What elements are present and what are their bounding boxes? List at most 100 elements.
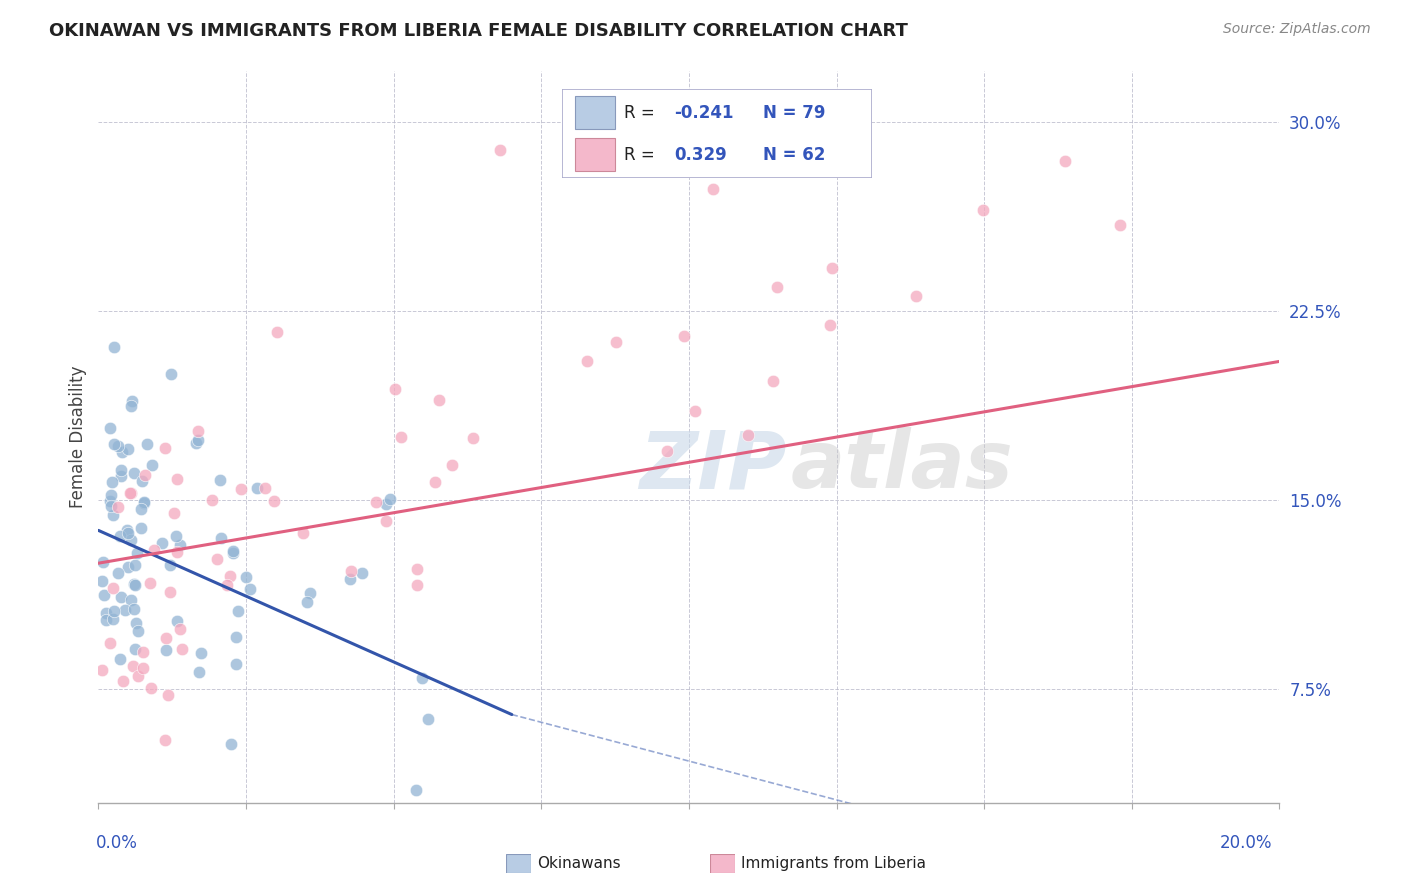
Point: [239, 582, 262, 596]
Point: [299, 586, 322, 600]
Point: [107, 439, 129, 453]
FancyBboxPatch shape: [575, 96, 614, 129]
Point: [121, 659, 143, 673]
Point: [405, 577, 427, 591]
Text: 20.0%: 20.0%: [1220, 834, 1272, 852]
Point: [374, 497, 396, 511]
Point: [378, 492, 401, 507]
Point: [108, 652, 131, 666]
Text: 0.329: 0.329: [673, 145, 727, 164]
Text: Okinawans: Okinawans: [537, 856, 620, 871]
Point: [263, 494, 285, 508]
Point: [131, 475, 153, 489]
Point: [685, 404, 707, 418]
Point: [129, 502, 152, 516]
Point: [103, 604, 125, 618]
Point: [117, 559, 139, 574]
Point: [118, 485, 141, 500]
Point: [228, 604, 250, 618]
Point: [209, 531, 232, 545]
Point: [187, 425, 209, 439]
Point: [127, 624, 149, 639]
Point: [136, 437, 159, 451]
Point: [122, 602, 145, 616]
Point: [101, 508, 124, 523]
Point: [108, 529, 131, 543]
Text: Immigrants from Liberia: Immigrants from Liberia: [741, 856, 927, 871]
Point: [166, 472, 188, 486]
Point: [170, 641, 193, 656]
Point: [103, 340, 125, 354]
FancyBboxPatch shape: [562, 89, 872, 178]
Point: [605, 334, 627, 349]
Text: Source: ZipAtlas.com: Source: ZipAtlas.com: [1223, 22, 1371, 37]
Point: [350, 566, 373, 580]
Point: [201, 492, 224, 507]
Text: N = 79: N = 79: [763, 103, 825, 122]
Point: [90, 663, 112, 677]
Point: [406, 562, 429, 576]
Point: [100, 493, 122, 508]
Point: [124, 558, 146, 573]
Point: [100, 488, 122, 502]
Point: [820, 260, 842, 275]
Point: [91, 574, 114, 589]
Point: [576, 353, 599, 368]
Point: [103, 437, 125, 451]
Point: [184, 435, 207, 450]
Point: [117, 526, 139, 541]
Point: [125, 546, 148, 560]
Point: [209, 473, 232, 487]
Point: [423, 475, 446, 489]
Point: [187, 433, 209, 447]
Point: [153, 442, 176, 456]
Point: [1054, 153, 1077, 168]
Point: [121, 533, 143, 547]
Point: [129, 521, 152, 535]
FancyBboxPatch shape: [506, 854, 531, 873]
Y-axis label: Female Disability: Female Disability: [69, 366, 87, 508]
Point: [98, 635, 121, 649]
Point: [818, 318, 841, 333]
Point: [766, 280, 789, 294]
Point: [489, 143, 512, 157]
Point: [121, 394, 143, 409]
Point: [166, 614, 188, 628]
Text: -0.241: -0.241: [673, 103, 734, 122]
Point: [411, 672, 433, 686]
Point: [225, 657, 247, 671]
Point: [364, 495, 387, 509]
Point: [682, 115, 704, 129]
Point: [141, 681, 163, 695]
Point: [110, 590, 132, 604]
Point: [905, 289, 928, 303]
Text: N = 62: N = 62: [763, 145, 825, 164]
Point: [155, 643, 177, 657]
Point: [222, 546, 245, 560]
Point: [375, 514, 398, 528]
Point: [139, 575, 162, 590]
Point: [134, 467, 156, 482]
Point: [219, 737, 242, 751]
Point: [427, 392, 450, 407]
Point: [101, 612, 124, 626]
Point: [205, 552, 228, 566]
Point: [117, 524, 139, 538]
Text: ZIP: ZIP: [638, 427, 786, 506]
FancyBboxPatch shape: [710, 854, 735, 873]
Point: [1109, 218, 1132, 232]
Point: [187, 665, 209, 679]
Text: R =: R =: [624, 103, 661, 122]
Point: [117, 442, 139, 457]
Point: [112, 673, 135, 688]
Point: [100, 499, 122, 513]
Point: [190, 646, 212, 660]
Point: [120, 400, 142, 414]
Point: [114, 603, 136, 617]
Point: [266, 325, 288, 339]
Point: [159, 585, 181, 599]
Point: [253, 481, 276, 495]
Point: [159, 558, 181, 572]
Point: [101, 475, 124, 489]
Point: [91, 555, 114, 569]
